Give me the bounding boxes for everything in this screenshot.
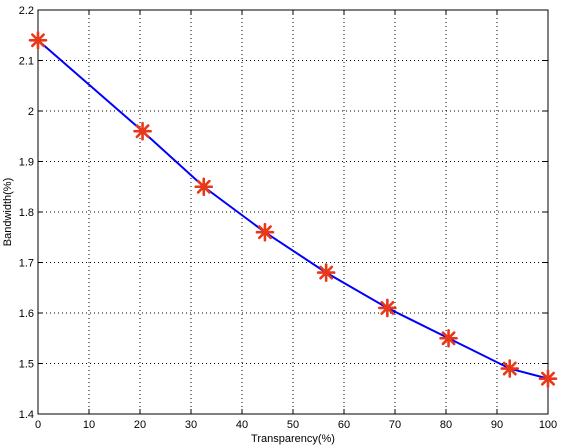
- x-tick-label: 70: [389, 419, 401, 431]
- y-tick-label: 1.4: [19, 409, 34, 421]
- y-tick-label: 1.6: [19, 308, 34, 320]
- y-tick-label: 2: [28, 106, 34, 118]
- y-tick-label: 1.9: [19, 157, 34, 169]
- y-axis-label: Bandwidth(%): [2, 178, 14, 246]
- x-axis-label: Transparency(%): [251, 433, 335, 445]
- data-point-marker: [538, 369, 558, 388]
- x-tick-label: 20: [134, 419, 146, 431]
- series-layer: [28, 30, 558, 388]
- data-point-marker: [133, 121, 152, 141]
- data-point-marker: [28, 30, 48, 50]
- x-tick-label: 90: [491, 419, 503, 431]
- data-point-marker: [194, 177, 214, 197]
- x-tick-label: 30: [185, 419, 197, 431]
- x-tick-label: 80: [440, 419, 452, 431]
- y-tick-label: 1.8: [19, 207, 34, 219]
- x-tick-label: 100: [539, 419, 557, 431]
- data-point-marker: [316, 263, 336, 282]
- series-line: [37, 39, 549, 380]
- data-point-marker: [378, 298, 397, 318]
- data-point-marker: [439, 328, 458, 348]
- y-tick-label: 2.2: [19, 5, 34, 17]
- x-tick-label: 60: [338, 419, 350, 431]
- y-tick-labels: 1.4 1.5 1.6 1.7 1.8 1.9 2 2.1 2.2: [19, 5, 34, 421]
- y-tick-label: 1.5: [19, 359, 34, 371]
- x-tick-label: 50: [287, 419, 299, 431]
- y-tick-label: 1.7: [19, 258, 34, 270]
- data-point-marker: [500, 359, 520, 378]
- x-tick-labels: 0 10 20 30 40 50 60 70 80 90 100: [35, 419, 557, 431]
- y-tick-label: 2.1: [19, 56, 34, 68]
- x-tick-label: 0: [35, 419, 41, 431]
- x-tick-label: 10: [83, 419, 95, 431]
- data-point-marker: [255, 222, 275, 242]
- x-tick-label: 40: [236, 419, 248, 431]
- grid: [38, 10, 548, 414]
- axis-ticks: [37, 9, 549, 415]
